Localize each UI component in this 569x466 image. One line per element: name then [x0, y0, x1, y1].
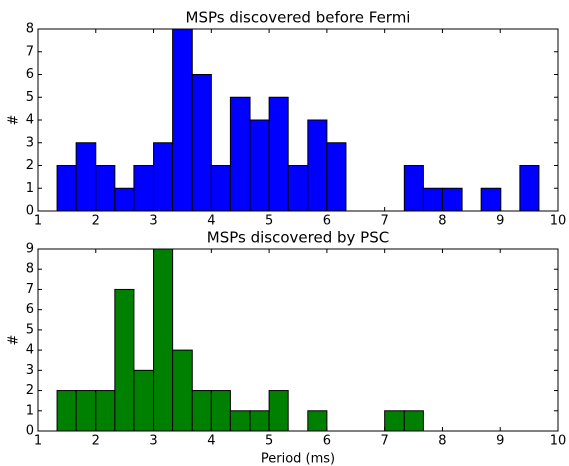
bar — [307, 410, 328, 432]
bar — [114, 187, 135, 212]
bar — [95, 390, 116, 432]
y-tick-label: 8 — [26, 262, 34, 277]
x-tick-label: 7 — [381, 434, 389, 449]
x-tick-label: 7 — [381, 214, 389, 229]
chart-title: MSPs discovered before Fermi — [186, 9, 411, 27]
y-tick-label: 2 — [26, 383, 34, 398]
y-axis-label: # — [7, 115, 22, 126]
axes-frame — [37, 248, 559, 432]
y-tick-label: 3 — [26, 363, 34, 378]
y-tick-label: 8 — [26, 22, 34, 37]
bar — [114, 288, 135, 432]
x-tick-label: 5 — [265, 214, 273, 229]
bar — [56, 165, 77, 212]
bar — [191, 74, 212, 212]
bar — [422, 187, 443, 212]
x-tick-label: 3 — [149, 214, 157, 229]
x-tick-label: 10 — [550, 434, 567, 449]
bar — [133, 165, 155, 212]
bar — [95, 165, 116, 212]
y-tick-label: 6 — [26, 302, 34, 317]
x-tick-label: 10 — [550, 214, 567, 229]
x-tick-label: 8 — [438, 434, 446, 449]
bar — [268, 390, 289, 432]
y-tick-label: 7 — [26, 282, 34, 297]
bar — [307, 119, 328, 212]
x-tick-label: 5 — [265, 434, 273, 449]
x-tick-label: 2 — [92, 214, 100, 229]
x-tick-label: 4 — [207, 434, 215, 449]
bar — [249, 119, 270, 212]
bar — [403, 165, 424, 212]
y-tick-label: 9 — [26, 242, 34, 257]
x-tick-label: 4 — [207, 214, 215, 229]
y-tick-label: 0 — [26, 424, 34, 439]
bar — [229, 410, 251, 432]
x-tick-label: 2 — [92, 434, 100, 449]
bar — [268, 96, 289, 212]
bar — [153, 248, 174, 432]
bar — [172, 28, 193, 212]
y-tick-label: 5 — [26, 90, 34, 105]
x-tick-label: 9 — [496, 434, 504, 449]
bar — [229, 96, 251, 212]
x-tick-label: 9 — [496, 214, 504, 229]
x-axis-label: Period (ms) — [261, 452, 335, 466]
bar — [480, 187, 502, 212]
bar — [403, 410, 424, 432]
y-tick-label: 1 — [26, 181, 34, 196]
x-tick-label: 8 — [438, 214, 446, 229]
x-tick-label: 3 — [149, 434, 157, 449]
bar — [249, 410, 270, 432]
y-axis-label: # — [7, 335, 22, 346]
y-tick-label: 0 — [26, 204, 34, 219]
y-tick-label: 5 — [26, 322, 34, 337]
y-tick-label: 1 — [26, 403, 34, 418]
x-tick-label: 1 — [34, 434, 42, 449]
y-tick-label: 7 — [26, 44, 34, 59]
bar — [519, 165, 540, 212]
bar — [56, 390, 77, 432]
bar — [133, 369, 155, 432]
x-tick-label: 6 — [323, 214, 331, 229]
x-tick-label: 6 — [323, 434, 331, 449]
bar — [326, 142, 347, 212]
bar — [191, 390, 212, 432]
bar — [287, 165, 309, 212]
bar — [210, 165, 231, 212]
bar — [210, 390, 231, 432]
bar — [75, 142, 97, 212]
bar — [384, 410, 405, 432]
x-tick-label: 1 — [34, 214, 42, 229]
y-tick-label: 4 — [26, 343, 34, 358]
y-tick-label: 2 — [26, 158, 34, 173]
bar — [153, 142, 174, 212]
bar — [172, 349, 193, 432]
y-tick-label: 4 — [26, 113, 34, 128]
y-tick-label: 6 — [26, 67, 34, 82]
bar — [441, 187, 463, 212]
bar — [75, 390, 97, 432]
y-tick-label: 3 — [26, 135, 34, 150]
chart-title: MSPs discovered by PSC — [207, 229, 389, 247]
